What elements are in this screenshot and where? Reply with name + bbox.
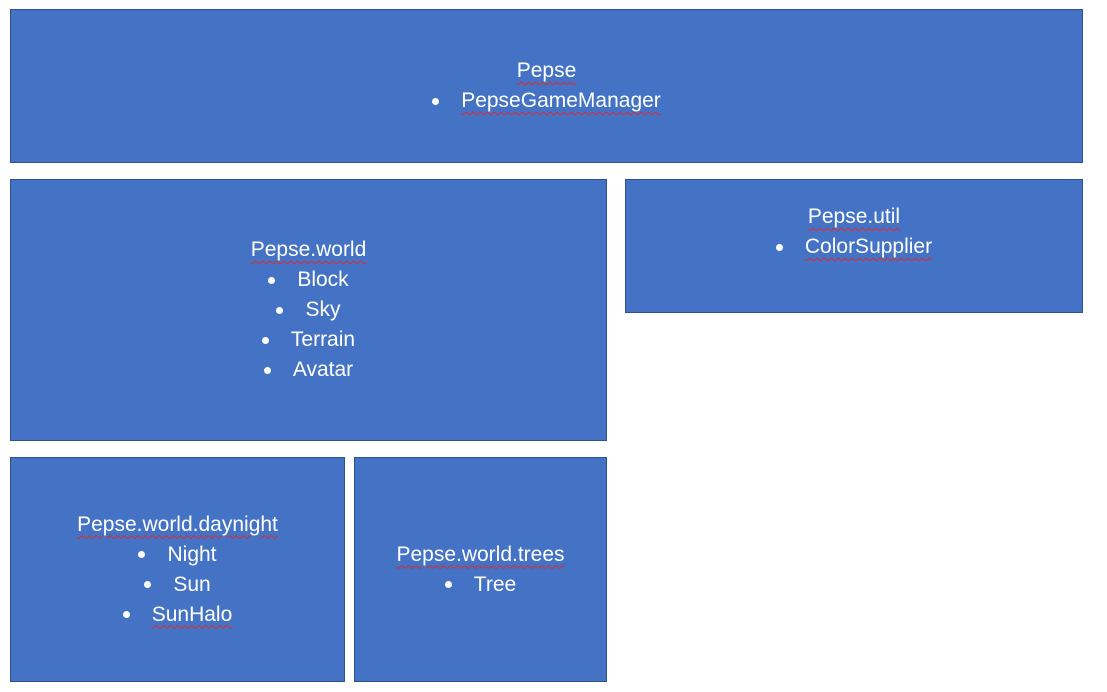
package-title: Pepse.world	[250, 238, 367, 261]
item-label: SunHalo	[151, 602, 233, 626]
item-label: PepseGameManager	[461, 89, 661, 112]
list-item: Block	[268, 265, 349, 295]
list-item: Terrain	[261, 325, 356, 355]
list-item: Avatar	[263, 355, 354, 385]
item-label: Avatar	[292, 358, 354, 381]
list-item: SunHalo	[122, 600, 233, 630]
bullet-icon	[263, 366, 271, 374]
package-title: Pepse.util	[807, 205, 901, 228]
bullet-icon	[144, 581, 152, 588]
item-label: ColorSupplier	[804, 235, 933, 258]
list-item: ColorSupplier	[775, 232, 933, 262]
package-pepse-util: Pepse.util ColorSupplier	[625, 179, 1083, 313]
list-item: Tree	[444, 570, 517, 600]
item-label: Sun	[173, 572, 211, 596]
list-item: Sun	[144, 570, 211, 600]
bullet-icon	[261, 336, 269, 344]
package-title: Pepse	[516, 59, 577, 82]
item-label: Terrain	[290, 328, 356, 351]
list-item: Sky	[276, 295, 341, 325]
bullet-icon	[432, 97, 440, 105]
package-pepse-world: Pepse.world Block Sky Terrain Avatar	[10, 179, 607, 441]
bullet-icon	[122, 611, 130, 618]
item-label: Sky	[305, 298, 341, 321]
bullet-icon	[444, 581, 452, 588]
list-item: Night	[138, 540, 217, 570]
package-title: Pepse.world.trees	[396, 542, 565, 566]
item-label: Night	[167, 542, 217, 566]
bullet-icon	[276, 306, 284, 314]
item-label: Block	[297, 268, 349, 291]
package-pepse-world-daynight: Pepse.world.daynight Night Sun SunHalo	[10, 457, 345, 682]
bullet-icon	[138, 551, 146, 558]
bullet-icon	[268, 276, 276, 284]
bullet-icon	[775, 243, 783, 251]
item-label: Tree	[473, 572, 517, 596]
list-item: PepseGameManager	[432, 86, 661, 116]
package-pepse: Pepse PepseGameManager	[10, 9, 1083, 163]
package-title: Pepse.world.daynight	[77, 512, 278, 536]
package-pepse-world-trees: Pepse.world.trees Tree	[354, 457, 607, 682]
